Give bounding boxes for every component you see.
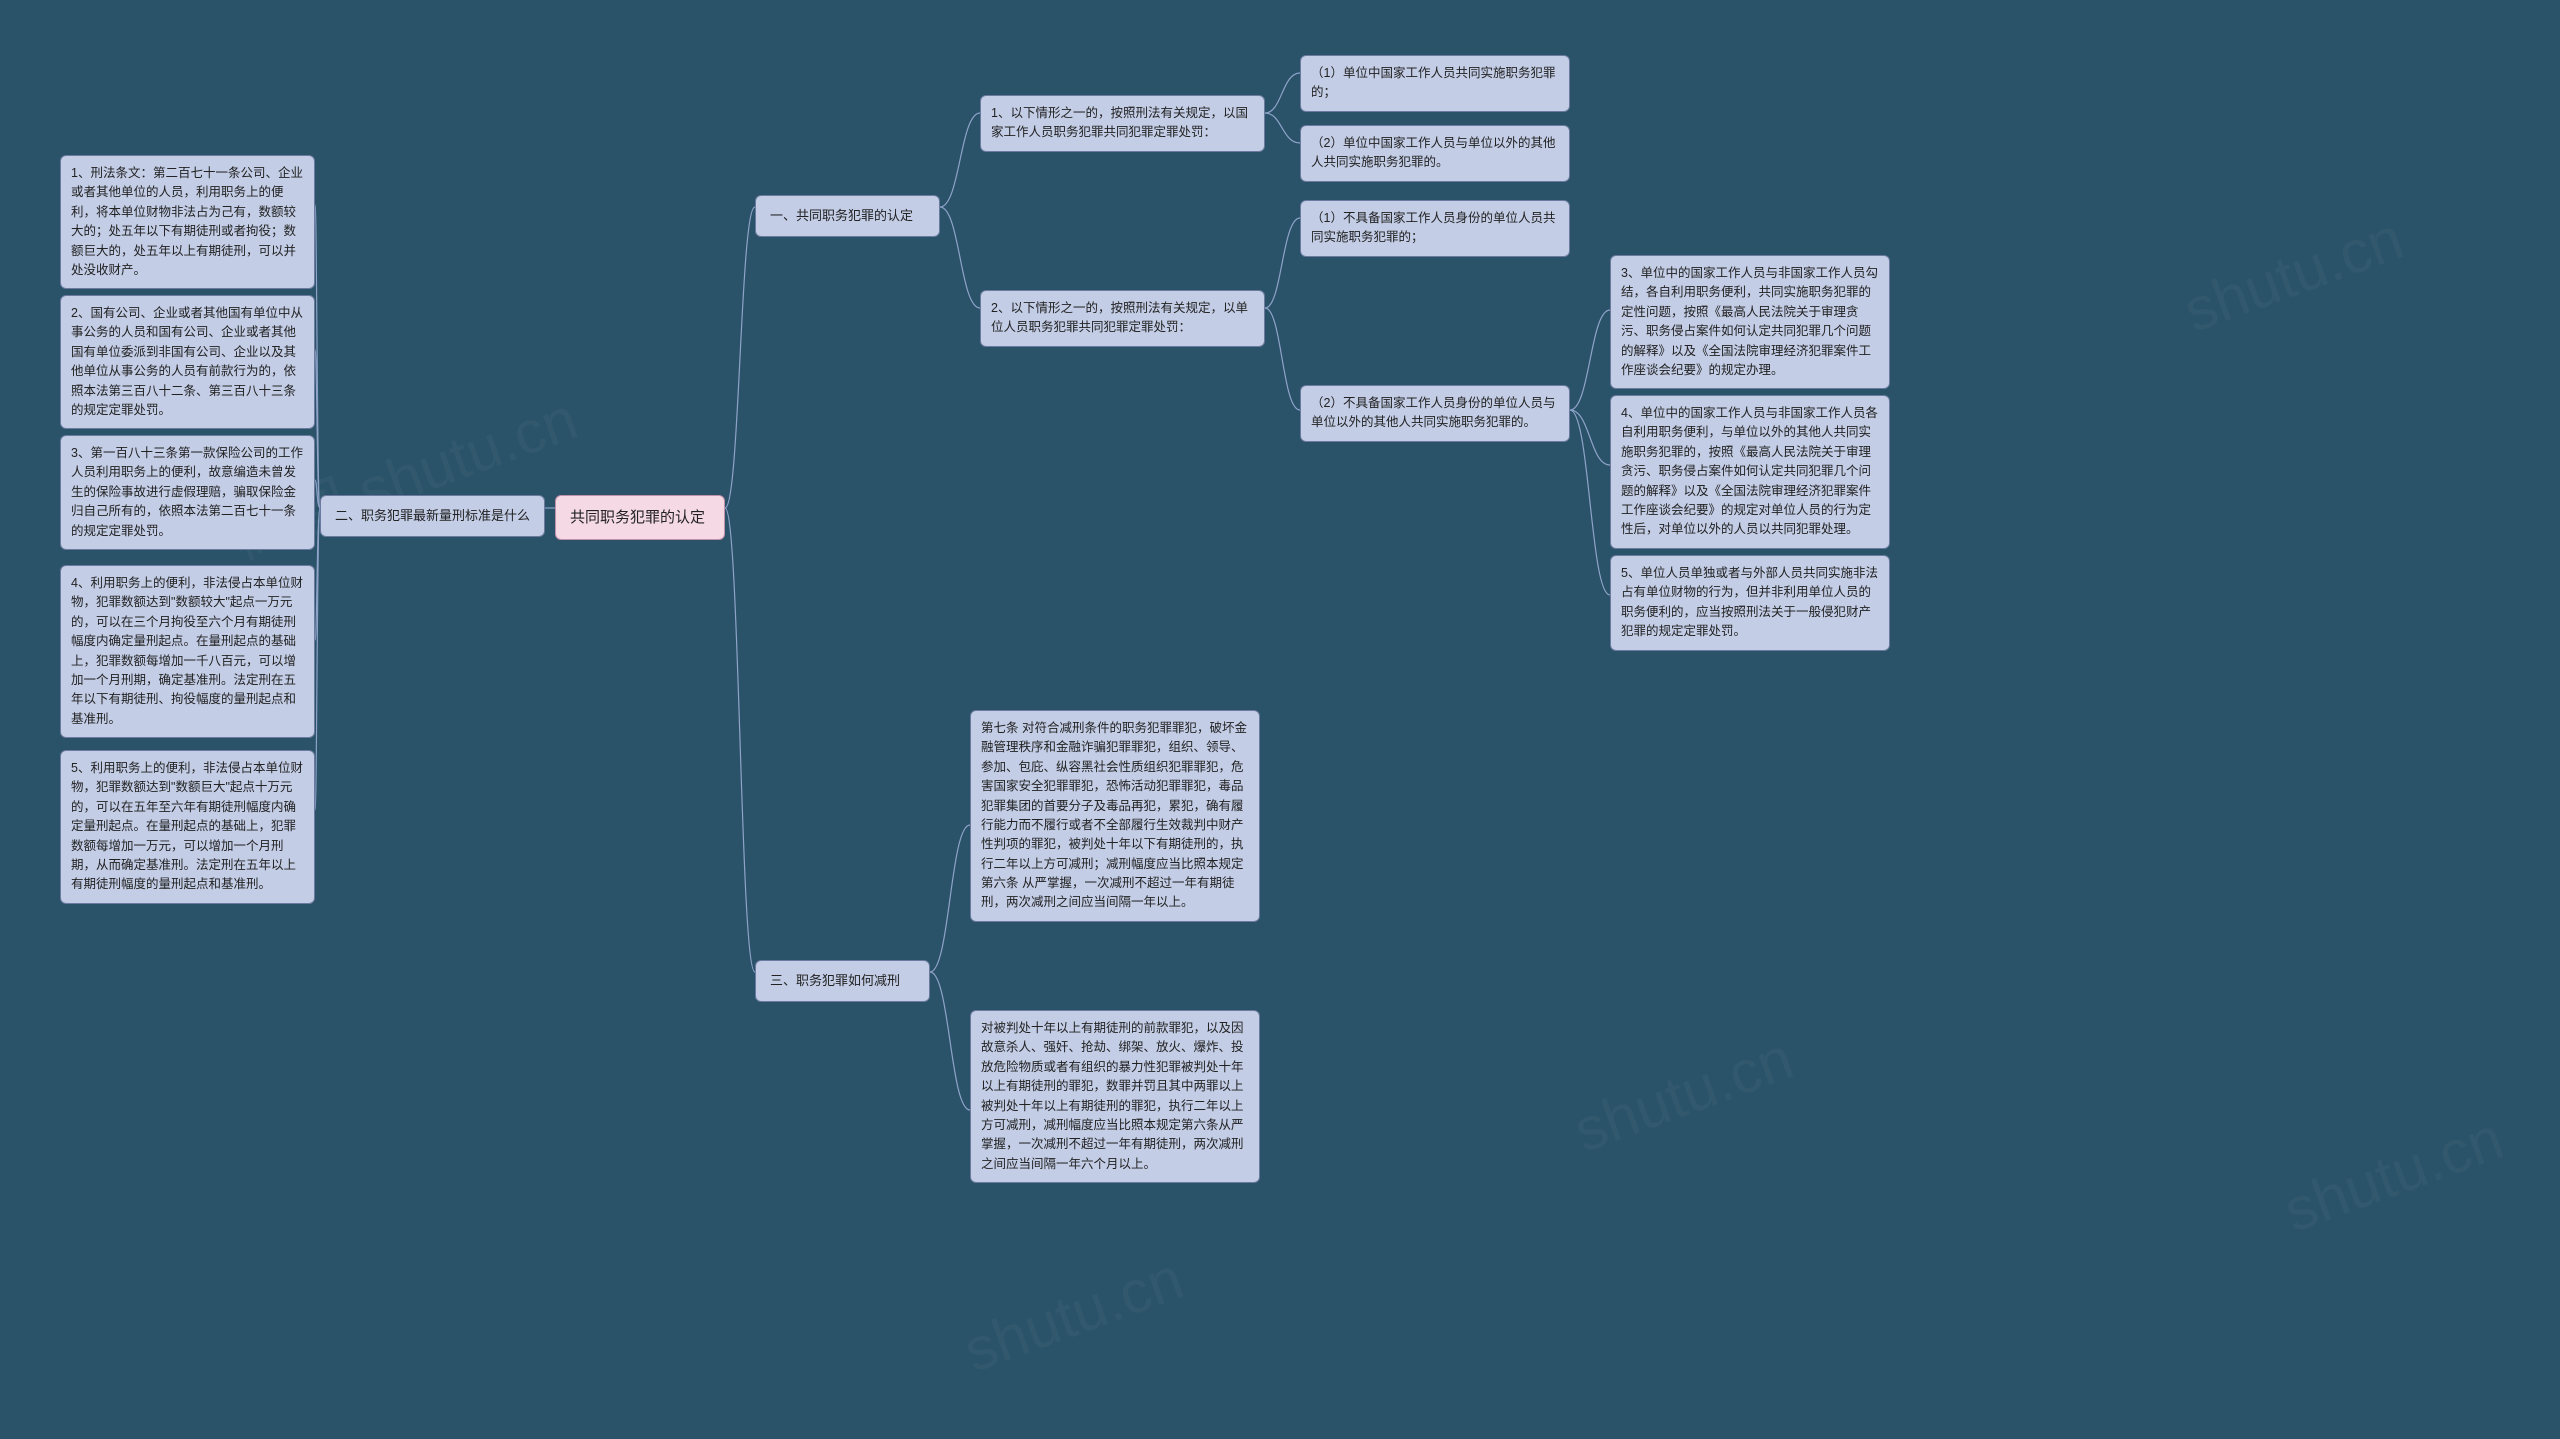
- root-node[interactable]: 共同职务犯罪的认定: [555, 495, 725, 540]
- leaf-node[interactable]: （1）单位中国家工作人员共同实施职务犯罪的；: [1300, 55, 1570, 112]
- leaf-node[interactable]: 4、单位中的国家工作人员与非国家工作人员各自利用职务便利，与单位以外的其他人共同…: [1610, 395, 1890, 549]
- watermark: shutu.cn: [2275, 1103, 2512, 1245]
- connector-layer: [0, 0, 2560, 1439]
- leaf-node[interactable]: （2）单位中国家工作人员与单位以外的其他人共同实施职务犯罪的。: [1300, 125, 1570, 182]
- sub-node-1-2[interactable]: 2、以下情形之一的，按照刑法有关规定，以单位人员职务犯罪共同犯罪定罪处罚：: [980, 290, 1265, 347]
- watermark: shutu.cn: [955, 1243, 1192, 1385]
- leaf-node[interactable]: 第七条 对符合减刑条件的职务犯罪罪犯，破坏金融管理秩序和金融诈骗犯罪罪犯，组织、…: [970, 710, 1260, 922]
- leaf-node[interactable]: 1、刑法条文：第二百七十一条公司、企业或者其他单位的人员，利用职务上的便利，将本…: [60, 155, 315, 289]
- leaf-node[interactable]: 3、单位中的国家工作人员与非国家工作人员勾结，各自利用职务便利，共同实施职务犯罪…: [1610, 255, 1890, 389]
- leaf-node[interactable]: 4、利用职务上的便利，非法侵占本单位财物，犯罪数额达到"数额较大"起点一万元的，…: [60, 565, 315, 738]
- sub-node-1-1[interactable]: 1、以下情形之一的，按照刑法有关规定，以国家工作人员职务犯罪共同犯罪定罪处罚：: [980, 95, 1265, 152]
- leaf-node[interactable]: 对被判处十年以上有期徒刑的前款罪犯，以及因故意杀人、强奸、抢劫、绑架、放火、爆炸…: [970, 1010, 1260, 1183]
- leaf-node[interactable]: （2）不具备国家工作人员身份的单位人员与单位以外的其他人共同实施职务犯罪的。: [1300, 385, 1570, 442]
- leaf-node[interactable]: 2、国有公司、企业或者其他国有单位中从事公务的人员和国有公司、企业或者其他国有单…: [60, 295, 315, 429]
- watermark: shutu.cn: [1565, 1023, 1802, 1165]
- leaf-node[interactable]: （1）不具备国家工作人员身份的单位人员共同实施职务犯罪的；: [1300, 200, 1570, 257]
- leaf-node[interactable]: 5、利用职务上的便利，非法侵占本单位财物，犯罪数额达到"数额巨大"起点十万元的，…: [60, 750, 315, 904]
- leaf-node[interactable]: 3、第一百八十三条第一款保险公司的工作人员利用职务上的便利，故意编造未曾发生的保…: [60, 435, 315, 550]
- branch-node-2[interactable]: 二、职务犯罪最新量刑标准是什么: [320, 495, 545, 537]
- branch-node-1[interactable]: 一、共同职务犯罪的认定: [755, 195, 940, 237]
- branch-node-3[interactable]: 三、职务犯罪如何减刑: [755, 960, 930, 1002]
- leaf-node[interactable]: 5、单位人员单独或者与外部人员共同实施非法占有单位财物的行为，但并非利用单位人员…: [1610, 555, 1890, 651]
- watermark: shutu.cn: [2175, 203, 2412, 345]
